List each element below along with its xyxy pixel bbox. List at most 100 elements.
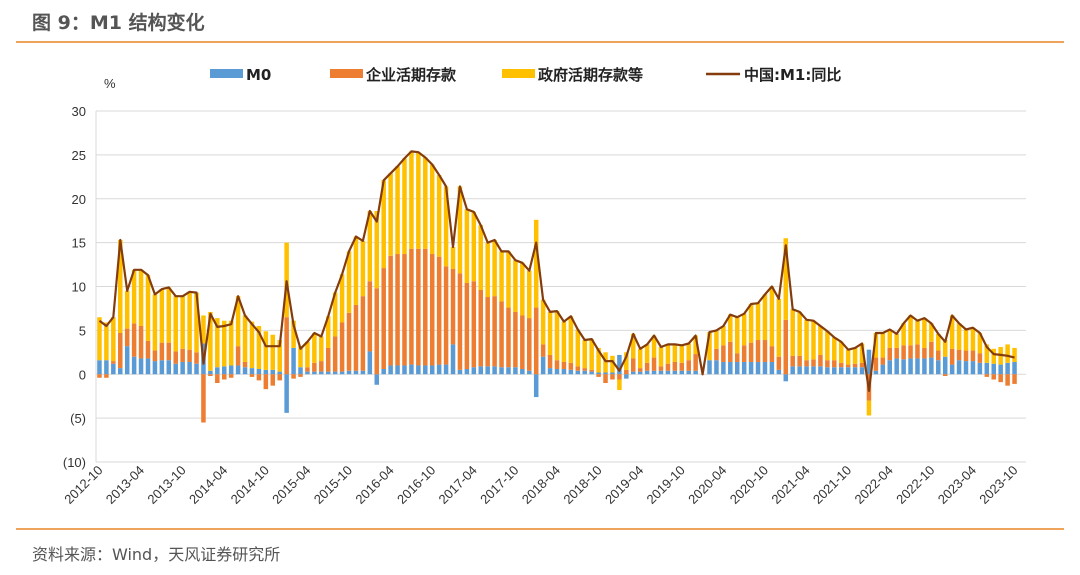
- bar-corp: [263, 374, 269, 390]
- bar-corp: [457, 273, 463, 370]
- bar-gov: [533, 219, 539, 308]
- bar-gov: [651, 335, 657, 358]
- bar-gov: [360, 240, 366, 297]
- bar-m0: [977, 362, 983, 375]
- bar-corp: [859, 362, 865, 368]
- bar-gov: [762, 294, 768, 341]
- bar-corp: [208, 374, 213, 377]
- bar-m0: [187, 361, 192, 375]
- bar-corp: [755, 340, 761, 362]
- bar-gov: [568, 316, 574, 363]
- bar-m0: [818, 366, 823, 375]
- x-tick-label: 2022-10: [893, 463, 937, 507]
- bar-gov: [963, 329, 969, 351]
- bar-gov: [388, 173, 393, 256]
- bar-corp: [312, 362, 317, 372]
- bar-gov: [256, 325, 262, 369]
- bar-gov: [221, 320, 227, 367]
- x-tick-label: 2022-04: [852, 463, 896, 507]
- bar-corp: [450, 268, 456, 345]
- bar-gov: [686, 343, 691, 361]
- y-tick-label: 0: [79, 367, 86, 382]
- bar-m0: [762, 361, 768, 375]
- bar-corp: [693, 354, 698, 371]
- bar-m0: [159, 360, 165, 375]
- bar-corp: [686, 360, 691, 371]
- legend-label-m1: 中国:M1:同比: [744, 66, 841, 84]
- bar-m0: [582, 370, 587, 375]
- bar-corp: [118, 333, 123, 369]
- bar-corp: [838, 362, 844, 368]
- bar-gov: [797, 311, 802, 356]
- bar-corp: [284, 317, 289, 375]
- bar-gov: [409, 151, 414, 249]
- bar-corp: [783, 319, 789, 375]
- bar-m0: [436, 364, 442, 375]
- y-tick-label: 25: [72, 148, 86, 163]
- bar-m0: [714, 360, 719, 375]
- bar-corp: [485, 297, 490, 367]
- bar-gov: [173, 296, 178, 352]
- bar-m0: [866, 349, 872, 375]
- bar-m0: [194, 363, 199, 375]
- bar-m0: [936, 360, 941, 375]
- bar-m0: [658, 370, 664, 375]
- bar-corp: [554, 360, 560, 369]
- x-tick-label: 2016-10: [394, 463, 438, 507]
- bar-m0: [325, 371, 331, 375]
- bar-corp: [152, 350, 158, 362]
- bar-corp: [540, 344, 546, 357]
- bar-gov: [284, 242, 289, 318]
- bar-m0: [492, 366, 497, 375]
- bar-corp: [762, 340, 768, 362]
- bar-m0: [929, 357, 934, 375]
- bar-m0: [790, 366, 795, 375]
- bar-gov: [832, 337, 837, 361]
- bar-m0: [124, 346, 130, 375]
- bar-corp: [436, 256, 442, 365]
- bar-m0: [533, 374, 539, 398]
- bar-m0: [984, 362, 990, 375]
- bar-m0: [520, 368, 525, 375]
- bar-corp: [929, 341, 934, 358]
- bar-gov: [582, 340, 587, 369]
- bar-corp: [471, 281, 477, 368]
- bar-gov: [887, 329, 893, 348]
- legend-label-m0: M0: [246, 66, 271, 84]
- bar-corp: [221, 374, 227, 380]
- bar-corp: [741, 345, 747, 362]
- bar-m0: [693, 370, 698, 375]
- title-divider: [16, 41, 1064, 43]
- bar-gov: [845, 349, 851, 365]
- bar-m0: [527, 370, 532, 375]
- legend: M0 企业活期存款 政府活期存款等 中国:M1:同比: [210, 66, 841, 84]
- bar-gov: [936, 333, 941, 351]
- bar-gov: [769, 286, 775, 347]
- legend-label-corp: 企业活期存款: [365, 66, 457, 84]
- bar-corp: [922, 347, 927, 359]
- bar-m0: [832, 367, 837, 375]
- bar-m0: [291, 347, 296, 375]
- bar-m0: [249, 368, 255, 375]
- bar-gov: [610, 355, 615, 373]
- bar-m0: [998, 364, 1003, 375]
- bar-m0: [111, 363, 116, 375]
- bar-gov: [97, 317, 102, 361]
- bar-gov: [852, 347, 858, 364]
- bar-corp: [575, 366, 581, 371]
- bar-gov: [471, 211, 477, 282]
- bar-m0: [1005, 362, 1010, 375]
- bar-m0: [741, 361, 747, 375]
- bar-m0: [963, 361, 969, 375]
- bar-m0: [728, 361, 733, 375]
- bar-gov: [450, 247, 456, 269]
- source-divider: [16, 528, 1064, 530]
- bar-corp: [769, 346, 775, 362]
- bar-gov: [707, 332, 712, 361]
- bar-corp: [527, 318, 532, 371]
- bar-gov: [672, 344, 678, 362]
- bar-corp: [423, 248, 428, 366]
- bar-corp: [124, 328, 130, 347]
- bar-m0: [589, 371, 594, 375]
- bar-gov: [429, 164, 435, 255]
